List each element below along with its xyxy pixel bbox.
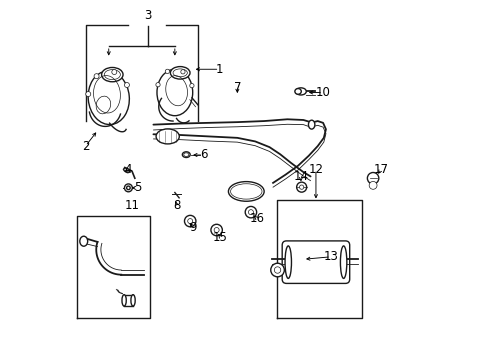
Ellipse shape <box>228 181 264 201</box>
Circle shape <box>94 74 99 79</box>
Text: 3: 3 <box>144 9 151 22</box>
Text: 16: 16 <box>249 212 264 225</box>
Ellipse shape <box>340 246 346 278</box>
Ellipse shape <box>123 168 129 172</box>
Ellipse shape <box>102 67 123 82</box>
Circle shape <box>124 82 129 87</box>
Text: 1: 1 <box>215 63 223 76</box>
Text: 5: 5 <box>133 181 141 194</box>
Circle shape <box>112 69 117 75</box>
Ellipse shape <box>182 152 190 157</box>
Ellipse shape <box>156 129 179 144</box>
Text: 11: 11 <box>124 198 139 212</box>
Ellipse shape <box>170 67 190 79</box>
Text: 4: 4 <box>124 163 132 176</box>
Circle shape <box>124 184 132 192</box>
Text: 17: 17 <box>373 163 387 176</box>
Circle shape <box>210 224 222 236</box>
Circle shape <box>248 210 253 215</box>
Circle shape <box>126 186 130 190</box>
Ellipse shape <box>308 120 314 129</box>
Circle shape <box>299 185 303 189</box>
Ellipse shape <box>122 295 126 306</box>
Circle shape <box>156 82 160 87</box>
Ellipse shape <box>295 88 305 95</box>
Text: 7: 7 <box>233 81 241 94</box>
Text: 10: 10 <box>315 86 330 99</box>
Text: 8: 8 <box>173 198 180 212</box>
Circle shape <box>270 263 284 277</box>
Circle shape <box>165 69 169 73</box>
Ellipse shape <box>294 89 301 94</box>
Text: 15: 15 <box>213 231 227 244</box>
Ellipse shape <box>80 236 87 246</box>
Text: 6: 6 <box>199 148 207 162</box>
Circle shape <box>296 182 306 192</box>
Ellipse shape <box>131 295 135 306</box>
Text: 14: 14 <box>293 170 308 183</box>
Text: 9: 9 <box>188 221 196 234</box>
Ellipse shape <box>88 71 129 125</box>
Circle shape <box>187 219 192 224</box>
Circle shape <box>214 228 219 233</box>
Ellipse shape <box>285 246 291 278</box>
Circle shape <box>244 206 256 218</box>
Text: 2: 2 <box>81 140 89 153</box>
Circle shape <box>368 181 376 189</box>
Circle shape <box>366 172 378 184</box>
Ellipse shape <box>157 69 192 116</box>
Circle shape <box>181 69 185 74</box>
Text: 12: 12 <box>308 163 323 176</box>
Circle shape <box>189 84 194 88</box>
FancyBboxPatch shape <box>282 241 349 283</box>
Circle shape <box>85 91 91 96</box>
Circle shape <box>184 215 196 227</box>
Text: 13: 13 <box>323 250 338 263</box>
